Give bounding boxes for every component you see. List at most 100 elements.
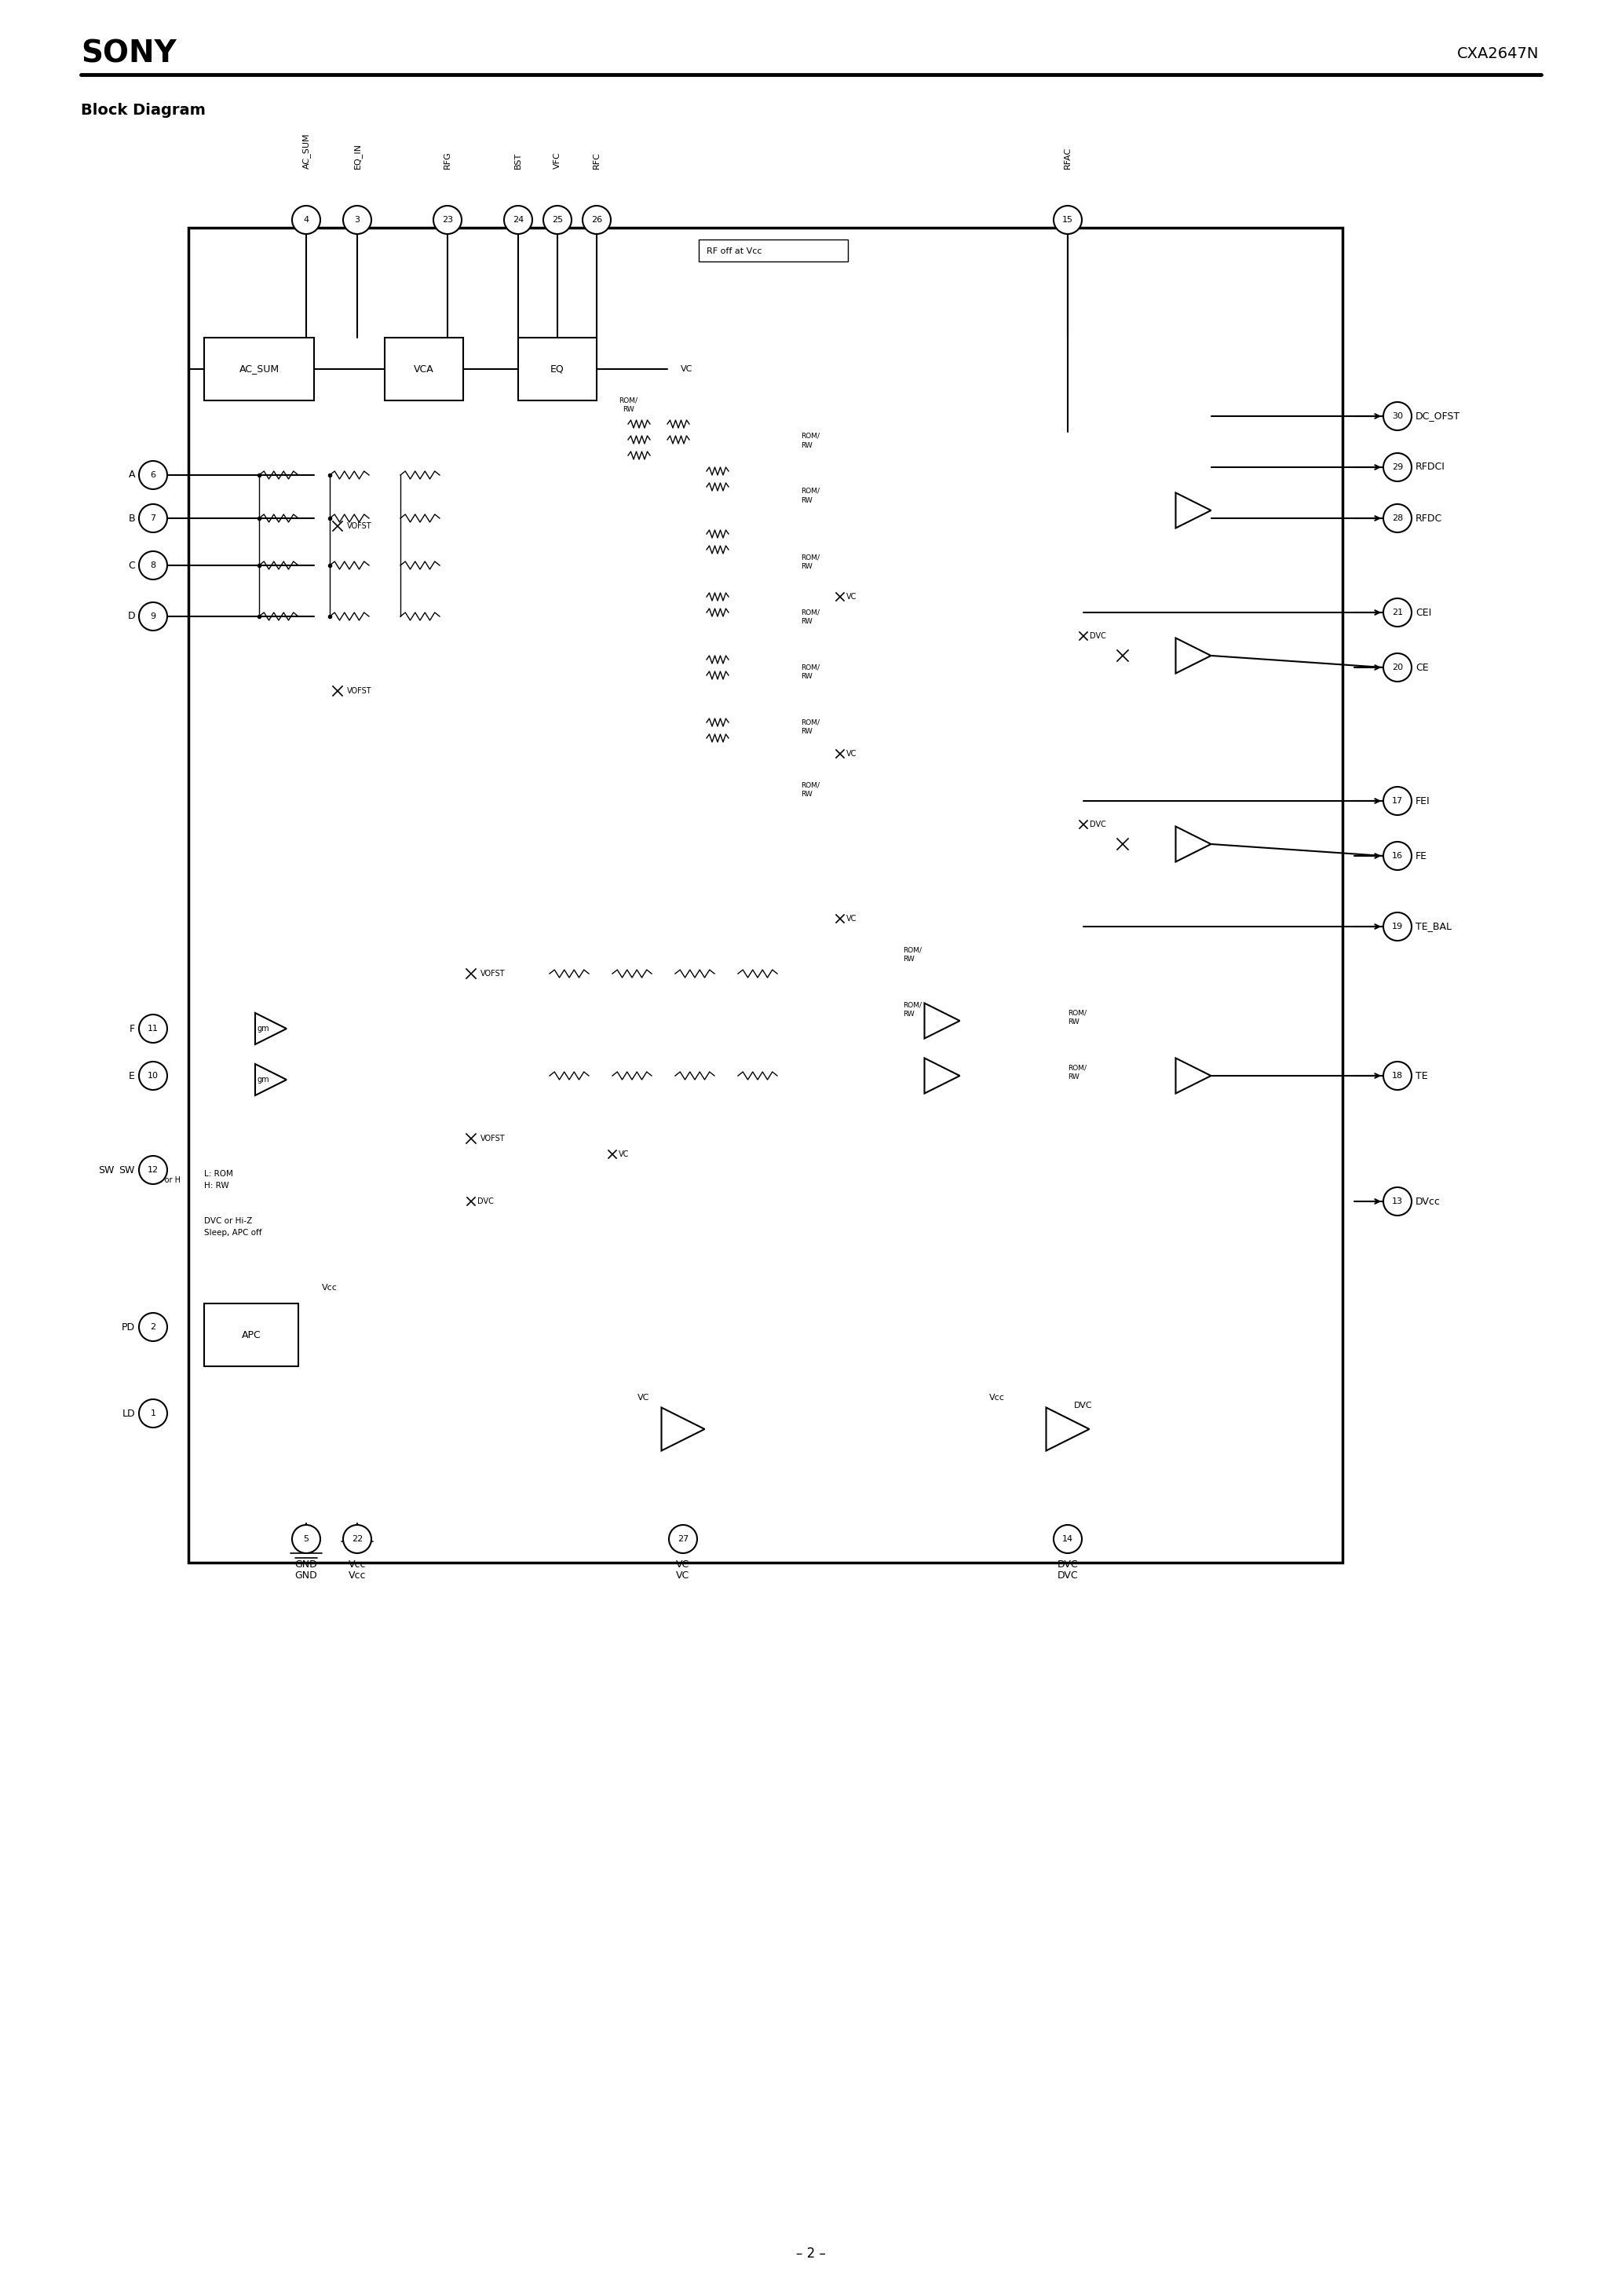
Text: C: C bbox=[128, 560, 135, 569]
Text: 20: 20 bbox=[1392, 664, 1403, 670]
Text: 28: 28 bbox=[1392, 514, 1403, 521]
Text: 17: 17 bbox=[1392, 797, 1403, 806]
Text: RW: RW bbox=[801, 792, 813, 799]
Text: DVC or Hi-Z: DVC or Hi-Z bbox=[204, 1217, 251, 1226]
Text: 11: 11 bbox=[148, 1024, 159, 1033]
Text: ROM/: ROM/ bbox=[801, 432, 819, 439]
Text: 27: 27 bbox=[678, 1536, 689, 1543]
Text: CXA2647N: CXA2647N bbox=[1457, 46, 1539, 62]
Text: ROM/: ROM/ bbox=[801, 487, 819, 494]
Text: DVC: DVC bbox=[1058, 1570, 1079, 1580]
Text: ROM/: ROM/ bbox=[801, 664, 819, 670]
Text: APC: APC bbox=[242, 1329, 261, 1341]
Text: 6: 6 bbox=[151, 471, 156, 480]
Text: Vcc: Vcc bbox=[989, 1394, 1006, 1401]
Text: 10: 10 bbox=[148, 1072, 159, 1079]
Text: 9: 9 bbox=[151, 613, 156, 620]
Circle shape bbox=[139, 551, 167, 579]
Text: GND: GND bbox=[295, 1570, 318, 1580]
Circle shape bbox=[1054, 207, 1082, 234]
Circle shape bbox=[139, 461, 167, 489]
Circle shape bbox=[1384, 505, 1411, 533]
Text: 23: 23 bbox=[441, 216, 453, 223]
Text: FE: FE bbox=[1416, 852, 1427, 861]
Text: 22: 22 bbox=[352, 1536, 363, 1543]
Text: DVC: DVC bbox=[477, 1199, 493, 1205]
Bar bbox=[699, 239, 848, 262]
Circle shape bbox=[504, 207, 532, 234]
Text: RW: RW bbox=[903, 955, 915, 962]
Text: D: D bbox=[128, 611, 135, 622]
Text: gm: gm bbox=[256, 1077, 269, 1084]
Circle shape bbox=[139, 602, 167, 631]
Text: VC: VC bbox=[676, 1570, 689, 1580]
Circle shape bbox=[1384, 1061, 1411, 1091]
Text: 4: 4 bbox=[303, 216, 308, 223]
Text: DVC: DVC bbox=[1090, 631, 1106, 641]
Text: RFDCI: RFDCI bbox=[1416, 461, 1445, 473]
Text: SW: SW bbox=[118, 1164, 135, 1176]
Text: EQ_IN: EQ_IN bbox=[354, 142, 362, 170]
Text: VOFST: VOFST bbox=[347, 521, 371, 530]
Circle shape bbox=[139, 1015, 167, 1042]
Text: F: F bbox=[130, 1024, 135, 1033]
Text: A: A bbox=[128, 471, 135, 480]
Text: DVC: DVC bbox=[1090, 820, 1106, 829]
Text: ROM/: ROM/ bbox=[903, 946, 921, 953]
Text: ROM/: ROM/ bbox=[618, 397, 637, 404]
Text: ROM/: ROM/ bbox=[801, 781, 819, 790]
Text: GND: GND bbox=[295, 1559, 318, 1570]
Text: ROM/: ROM/ bbox=[903, 1001, 921, 1008]
Bar bbox=[384, 338, 464, 400]
Text: 5: 5 bbox=[303, 1536, 308, 1543]
Text: CE: CE bbox=[1416, 661, 1429, 673]
Text: TE: TE bbox=[1416, 1070, 1427, 1081]
Text: RW: RW bbox=[623, 406, 634, 413]
Text: 24: 24 bbox=[513, 216, 524, 223]
Circle shape bbox=[668, 1525, 697, 1552]
Circle shape bbox=[1384, 912, 1411, 941]
Text: AC_SUM: AC_SUM bbox=[302, 133, 310, 170]
Text: 29: 29 bbox=[1392, 464, 1403, 471]
Circle shape bbox=[1054, 1525, 1082, 1552]
Text: L: ROM: L: ROM bbox=[204, 1171, 234, 1178]
Bar bbox=[517, 338, 597, 400]
Text: 30: 30 bbox=[1392, 413, 1403, 420]
Circle shape bbox=[139, 1155, 167, 1185]
Text: RW: RW bbox=[801, 441, 813, 448]
Circle shape bbox=[582, 207, 611, 234]
Circle shape bbox=[344, 207, 371, 234]
Circle shape bbox=[139, 1398, 167, 1428]
Text: VC: VC bbox=[847, 592, 856, 602]
Text: RFC: RFC bbox=[592, 152, 600, 170]
Circle shape bbox=[292, 207, 320, 234]
Text: gm: gm bbox=[256, 1024, 269, 1033]
Circle shape bbox=[433, 207, 462, 234]
Text: 7: 7 bbox=[151, 514, 156, 521]
Text: FEI: FEI bbox=[1416, 797, 1431, 806]
Text: RFG: RFG bbox=[443, 152, 451, 170]
Text: 21: 21 bbox=[1392, 608, 1403, 615]
Text: 15: 15 bbox=[1062, 216, 1074, 223]
Bar bbox=[188, 227, 1343, 1564]
Circle shape bbox=[543, 207, 571, 234]
Text: 19: 19 bbox=[1392, 923, 1403, 930]
Text: DVC: DVC bbox=[1058, 1559, 1079, 1570]
Text: VC: VC bbox=[681, 365, 693, 372]
Text: RW: RW bbox=[1067, 1019, 1079, 1026]
Bar bbox=[204, 338, 315, 400]
Circle shape bbox=[1384, 402, 1411, 429]
Text: 12: 12 bbox=[148, 1166, 159, 1173]
Text: SW: SW bbox=[97, 1164, 114, 1176]
Text: VOFST: VOFST bbox=[480, 1134, 506, 1143]
Text: PD: PD bbox=[122, 1322, 135, 1332]
Text: B: B bbox=[128, 512, 135, 523]
Circle shape bbox=[344, 1525, 371, 1552]
Text: DVcc: DVcc bbox=[1416, 1196, 1440, 1205]
Text: RW: RW bbox=[1067, 1075, 1079, 1081]
Text: Sleep, APC off: Sleep, APC off bbox=[204, 1228, 261, 1238]
Text: RF off at Vcc: RF off at Vcc bbox=[707, 248, 762, 255]
Text: RW: RW bbox=[801, 728, 813, 735]
Text: Block Diagram: Block Diagram bbox=[81, 103, 206, 117]
Text: RW: RW bbox=[801, 673, 813, 680]
